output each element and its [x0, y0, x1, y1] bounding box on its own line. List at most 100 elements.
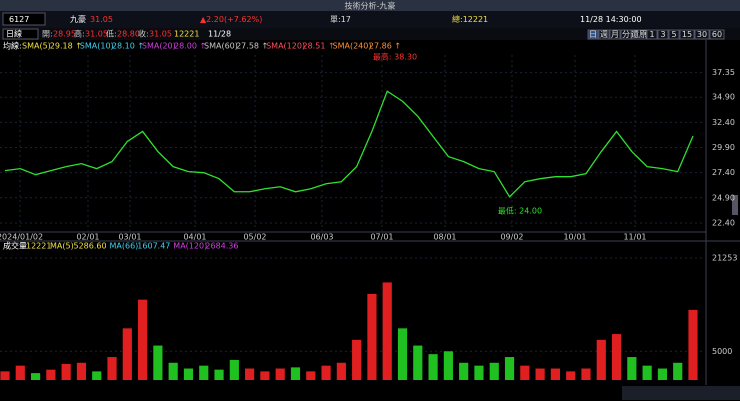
volume-bar — [92, 371, 102, 380]
period-button[interactable] — [646, 29, 658, 40]
ohlc-label: 低: — [106, 29, 117, 39]
sma-name: SMA(5) — [22, 42, 51, 51]
volume-bar — [46, 369, 56, 380]
volume-bar — [443, 351, 453, 380]
code-input[interactable] — [2, 12, 46, 26]
volume-value: 12221 — [26, 242, 51, 251]
period-button[interactable] — [598, 29, 610, 40]
volume-bar — [306, 371, 316, 380]
volume-bar — [199, 365, 209, 380]
period-button[interactable] — [668, 29, 680, 40]
toolbar[interactable] — [622, 386, 740, 400]
volume-bar — [275, 368, 285, 380]
period-button-label: 分 — [622, 30, 630, 39]
volume-bar — [428, 354, 438, 380]
x-tick-label: 03/01 — [118, 233, 141, 242]
y-tick-label: 21253 — [712, 254, 737, 263]
ohlc-value: 28.80 — [117, 30, 140, 39]
volume-bar — [0, 371, 10, 380]
volume-label: 成交量 — [3, 241, 27, 251]
period: 日線 — [6, 29, 22, 39]
volume-bar — [382, 282, 392, 380]
period-button[interactable] — [657, 29, 669, 40]
volume-bar — [153, 345, 163, 380]
volume-bar — [520, 365, 530, 380]
ohlc-date: 11/28 — [208, 30, 231, 39]
volume-bar — [397, 328, 408, 380]
period-button[interactable] — [620, 29, 632, 40]
x-tick-label: 09/02 — [500, 233, 523, 242]
x-tick-label: 10/01 — [563, 233, 586, 242]
volume-ma-value: 1607.47 — [137, 242, 170, 251]
x-tick-label: 11/01 — [623, 233, 646, 242]
volume-bar — [229, 359, 239, 380]
y-tick-label: 5000 — [712, 347, 732, 356]
period-select[interactable] — [2, 28, 39, 40]
volume-bar — [367, 293, 377, 380]
volume-bar — [474, 365, 484, 380]
x-tick-label: 2024/01/02 — [0, 233, 43, 242]
volume-bar — [489, 362, 499, 380]
volume-bar — [30, 373, 41, 380]
period-button[interactable] — [679, 29, 695, 40]
period-button-label: 5 — [671, 30, 676, 39]
volume-bar — [413, 345, 423, 380]
quote-time: 11/28 14:30:00 — [580, 15, 642, 24]
period-button-label: 還原 — [631, 29, 647, 39]
period-button-label: 月 — [611, 30, 619, 39]
volume-bar — [138, 299, 148, 380]
ohlc-bar — [0, 28, 740, 40]
volume-bar — [642, 365, 652, 380]
volume-bar — [673, 362, 683, 380]
volume-bar — [459, 362, 469, 380]
sma-name: SMA(240) — [333, 42, 372, 51]
volume-bar — [550, 368, 560, 380]
period-button[interactable] — [694, 29, 710, 40]
period-button[interactable] — [609, 29, 621, 40]
volume-bar — [688, 309, 698, 380]
x-tick-label: 04/01 — [183, 233, 206, 242]
price: 31.05 — [90, 15, 113, 24]
title-bar — [0, 0, 740, 11]
period-button-label: 1 — [649, 30, 654, 39]
volume-bar — [611, 334, 622, 380]
sma-value: 29.18 ↑ — [50, 42, 82, 51]
x-tick-label: 05/02 — [243, 233, 266, 242]
sma-label: 均線: — [3, 41, 22, 51]
volume-bar — [321, 365, 331, 380]
scrollbar[interactable] — [732, 195, 738, 215]
volume-bar — [183, 368, 194, 380]
sma-name: SMA(10) — [80, 42, 114, 51]
sma-name: SMA(20) — [142, 42, 176, 51]
period-button[interactable] — [587, 29, 599, 40]
volume-bar — [61, 363, 71, 380]
volume-ma-name: MA(66) — [110, 242, 139, 251]
volume-bar — [657, 368, 668, 380]
sma-value: 28.51 ↑ — [303, 42, 335, 51]
price-line — [4, 90, 694, 198]
sma-value: 28.10 ↑ — [112, 42, 144, 51]
volume-bar — [352, 339, 362, 380]
period-button-label: 3 — [660, 30, 665, 39]
x-tick-label: 06/03 — [310, 233, 333, 242]
period-button-label: 週 — [600, 30, 608, 39]
volume-bar — [245, 368, 255, 380]
period-button[interactable] — [631, 29, 647, 40]
change: ▲2.20(+7.62%) — [200, 15, 262, 24]
y-tick-label: 27.40 — [712, 168, 735, 177]
y-tick-label: 29.90 — [712, 143, 735, 152]
volume-bar — [504, 357, 515, 380]
low-annotation: 最低: 24.00 — [498, 206, 542, 216]
window-title: 技術分析-九豪 — [345, 1, 396, 11]
y-tick-label: 32.40 — [712, 118, 735, 127]
period-button[interactable] — [709, 29, 725, 40]
total-volume: 總:12221 — [452, 14, 488, 24]
volume-ma-value: 5286.60 — [74, 242, 107, 251]
y-tick-label: 22.40 — [712, 218, 735, 227]
ohlc-value: 31.05 — [149, 30, 172, 39]
y-tick-label: 24.90 — [712, 193, 735, 202]
ohlc-value: 28.95 — [53, 30, 76, 39]
volume-bar — [214, 369, 224, 380]
stock-code: 6127 — [9, 15, 29, 24]
